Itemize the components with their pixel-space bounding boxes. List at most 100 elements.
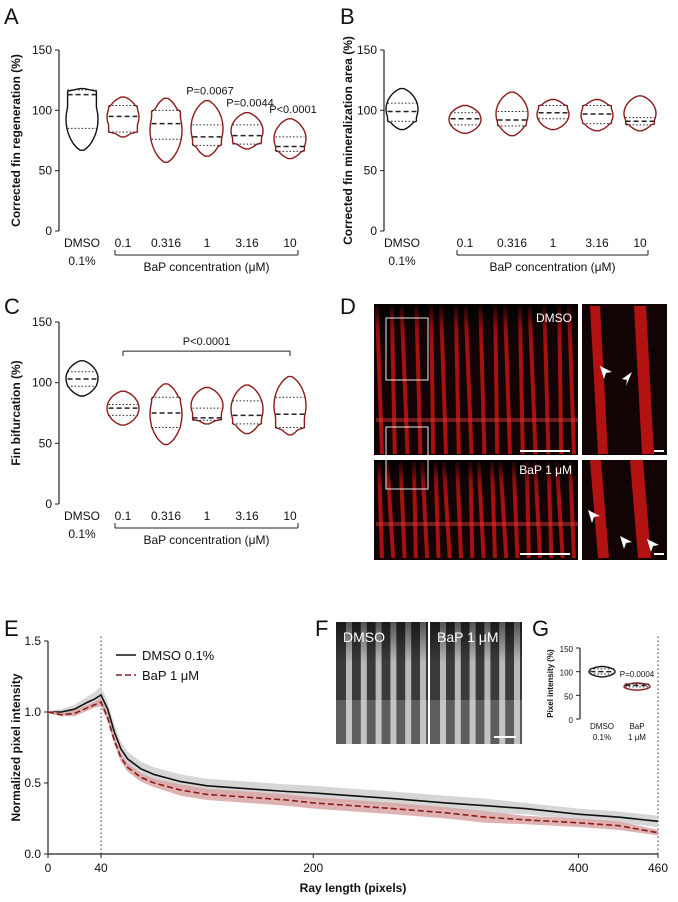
micrograph-label-bap: BaP 1 μM [519, 463, 572, 477]
x-tick-label: 400 [568, 861, 588, 875]
y-tick-label: 50 [39, 436, 53, 450]
zoom-ray [634, 306, 654, 454]
violin-1-body [106, 390, 140, 426]
category-sublabel: 0.1% [388, 254, 416, 268]
category-label: DMSO [64, 509, 100, 523]
gray-ray [469, 622, 476, 744]
y-tick-label: 150 [32, 315, 52, 329]
gray-ray [454, 622, 461, 744]
y-axis-title: Corrected fin regeneration (%) [9, 54, 23, 227]
y-tick-label: 100 [32, 376, 52, 390]
y-tick-label: 1.0 [24, 705, 41, 719]
violin-4-body [230, 384, 264, 435]
y-axis-title: Fin bifurcation (%) [9, 360, 23, 465]
y-tick-label: 100 [32, 103, 52, 117]
panel-label-a: A [4, 4, 19, 29]
scale-bar-dmso-zoom [654, 450, 664, 452]
y-tick-label: 50 [39, 164, 53, 178]
violin-0-body [385, 87, 419, 131]
y-tick-label: 100 [560, 669, 574, 678]
x-tick-label: 40 [94, 861, 108, 875]
category-label: 0.316 [151, 509, 181, 523]
category-sublabel: 0.1% [68, 254, 96, 268]
arrowhead-bap-2 [620, 536, 632, 549]
gray-ray [514, 622, 520, 744]
category-label: 0.1 [115, 509, 132, 523]
series-line-1 [47, 701, 659, 834]
category-label: 0.1 [457, 236, 474, 250]
y-tick-label: 50 [564, 692, 573, 701]
zoom-ray [590, 460, 609, 558]
y-tick-label: 50 [364, 164, 378, 178]
micrograph-divider [374, 455, 667, 460]
chart-a-fin-regeneration: 0 50 100 150 Corrected fin regeneration (%) D… [9, 43, 317, 274]
violin-2-body [495, 91, 529, 137]
gray-ray [405, 622, 412, 744]
scale-bar-bap [520, 553, 570, 555]
panel-label-b: B [340, 4, 355, 29]
x-tick-label: 200 [303, 861, 323, 875]
gray-ray [420, 622, 426, 744]
violin-0-body [65, 87, 99, 151]
micrograph-label-dmso: DMSO [536, 311, 572, 325]
zoom-ray [630, 460, 651, 558]
y-tick-label: 0.0 [24, 847, 41, 861]
category-label: 10 [633, 236, 647, 250]
category-label: 1 [204, 509, 211, 523]
zoom-box-bap [385, 426, 429, 490]
scale-bar-bap-zoom [654, 553, 664, 555]
gray-ray [346, 622, 352, 744]
violin-3-body [190, 100, 224, 157]
y-tick-label: 1.5 [24, 634, 41, 648]
p-value-label: P<0.0001 [269, 104, 316, 116]
zoom-box-dmso [385, 317, 429, 381]
violin-0-body [65, 360, 99, 397]
x-axis-title: BaP concentration (μM) [489, 260, 615, 274]
chart-c-fin-bifurcation: 0 50 100 150 Fin bifurcation (%) DMSO 0.1 0.316… [9, 315, 307, 547]
arrowhead-dmso-1 [600, 366, 612, 379]
violin-5-body [273, 118, 307, 160]
category-label: 0.1 [115, 236, 132, 250]
category-label: 3.16 [235, 236, 259, 250]
x-axis-title: BaP concentration (μM) [143, 260, 269, 274]
y-axis-title: Pixel intensity (%) [546, 649, 555, 718]
category-label: 10 [283, 509, 297, 523]
panel-label-d: D [340, 294, 356, 319]
series-line-0 [48, 693, 659, 823]
chart-g-pixel-intensity: 0 50 100 150 Pixel intensity (%) DMSO BaP 0.1% 1… [546, 645, 655, 742]
violin-3-body [190, 386, 224, 425]
scale-bar-f [494, 736, 516, 738]
violin-5-body [273, 375, 307, 436]
y-tick-label: 100 [357, 103, 377, 117]
ray-band [376, 522, 580, 526]
p-value-label: P=0.0004 [620, 670, 655, 679]
violin-5-body [623, 95, 657, 132]
y-tick-label: 0 [569, 716, 574, 725]
gray-ray [375, 622, 382, 744]
category-label: 0.316 [497, 236, 527, 250]
x-axis-title: Ray length (pixels) [300, 881, 407, 895]
micrograph-panel-d: DMSO BaP 1 μM [374, 304, 667, 560]
gray-ray [390, 622, 397, 744]
violin-2-body [149, 383, 183, 446]
y-axis-title: Normalized pixel intensity [9, 673, 23, 821]
significance-label: P<0.0001 [183, 336, 230, 348]
y-tick-label: 150 [560, 645, 574, 654]
ray-band [376, 418, 580, 422]
legend-label-0: DMSO 0.1% [142, 648, 215, 663]
chart-e-pixel-intensity-profile: 0.0 0.5 1.0 1.5 0 40 200 400 460 Ray length (pixe… [9, 634, 668, 895]
y-tick-label: 0 [45, 497, 52, 511]
gray-ray [484, 622, 491, 744]
legend-label-1: BaP 1 μM [142, 668, 199, 683]
category-sublabel: 0.1% [593, 733, 611, 742]
category-label: DMSO [384, 236, 420, 250]
arrowhead-bap-3 [647, 539, 659, 552]
gray-ray [360, 622, 367, 744]
category-sublabel: 0.1% [68, 527, 96, 541]
micrograph-f-label-dmso: DMSO [343, 629, 385, 645]
scale-bar-dmso [520, 450, 570, 452]
panel-label-f: F [315, 616, 328, 641]
category-label: DMSO [590, 722, 614, 731]
violin-4-body [580, 98, 614, 132]
